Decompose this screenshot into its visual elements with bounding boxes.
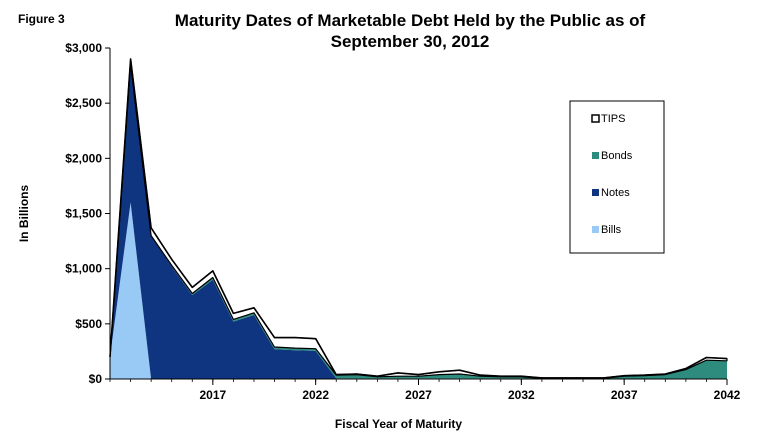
y-tick-label: $3,000 — [65, 41, 102, 55]
total-outline — [109, 58, 728, 379]
x-tick-label: 2017 — [199, 388, 226, 402]
legend-box — [569, 100, 665, 254]
legend-swatch-notes — [592, 189, 599, 196]
legend-label-notes: Notes — [601, 187, 630, 199]
x-tick-label: 2032 — [508, 388, 535, 402]
y-tick-label: $500 — [75, 317, 102, 331]
y-tick-label: $2,000 — [65, 151, 102, 165]
x-axis-label: Fiscal Year of Maturity — [335, 417, 462, 431]
legend: TIPS Bonds Notes Bills — [569, 100, 665, 254]
legend-swatch-bills — [592, 226, 599, 233]
figure-label: Figure 3 — [18, 12, 65, 26]
legend-swatch-tips — [591, 114, 600, 123]
chart-title-line-1: Maturity Dates of Marketable Debt Held b… — [174, 11, 646, 30]
y-tick-label: $1,500 — [65, 207, 102, 221]
y-tick-label: $1,000 — [65, 262, 102, 276]
x-tick-label: 2022 — [302, 388, 329, 402]
legend-label-bills: Bills — [601, 224, 622, 236]
chart-title-line-2: September 30, 2012 — [330, 32, 490, 51]
area-notes — [110, 64, 727, 379]
y-axis-label: In Billions — [17, 185, 31, 243]
y-tick-label: $2,500 — [65, 96, 102, 110]
y-tick-label: $0 — [89, 372, 103, 386]
legend-swatch-bonds — [592, 152, 599, 159]
x-tick-label: 2037 — [611, 388, 638, 402]
legend-label-tips: TIPS — [601, 113, 625, 125]
x-tick-label: 2027 — [405, 388, 432, 402]
chart-title: Maturity Dates of Marketable Debt Held b… — [120, 10, 700, 52]
x-tick-label: 2042 — [714, 388, 741, 402]
legend-label-bonds: Bonds — [601, 150, 633, 162]
